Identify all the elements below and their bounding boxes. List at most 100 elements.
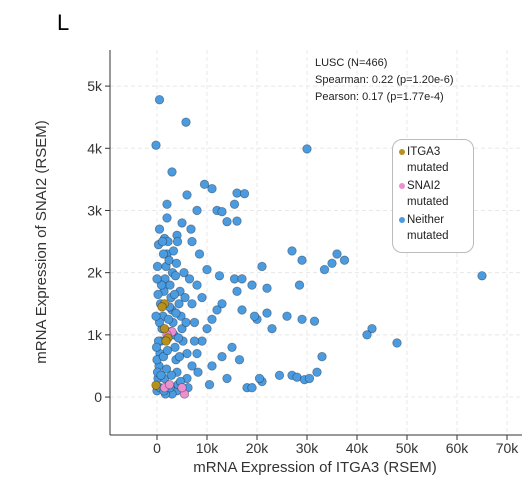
point <box>234 355 245 365</box>
point <box>392 338 402 348</box>
point <box>294 280 305 290</box>
point <box>192 205 202 216</box>
point <box>287 246 297 256</box>
point <box>187 236 197 247</box>
x-tick-label: 30k <box>296 440 320 456</box>
point <box>177 383 187 393</box>
point <box>477 271 487 281</box>
point <box>162 199 172 209</box>
point <box>169 289 180 300</box>
point <box>282 311 292 321</box>
point <box>193 367 203 377</box>
point <box>152 274 162 284</box>
point <box>227 342 237 353</box>
point <box>297 314 307 325</box>
point <box>168 246 179 256</box>
panel-label: L <box>57 10 69 35</box>
point <box>189 317 200 328</box>
point <box>170 342 180 353</box>
point <box>158 351 169 362</box>
point <box>171 308 181 318</box>
point <box>181 317 191 328</box>
point <box>179 267 189 278</box>
y-tick-label: 2k <box>87 265 103 281</box>
legend-label: Neither mutated <box>407 214 449 242</box>
point <box>327 258 337 269</box>
point <box>212 305 222 315</box>
x-tick-label: 10k <box>196 440 220 456</box>
point <box>163 314 174 325</box>
point <box>177 323 187 334</box>
point <box>166 370 177 380</box>
point <box>362 330 372 340</box>
point <box>222 373 232 384</box>
legend-marker <box>399 217 405 223</box>
point <box>187 299 197 309</box>
y-tick-label: 0 <box>94 389 102 405</box>
point <box>339 255 350 265</box>
point <box>312 367 322 377</box>
point <box>177 218 187 228</box>
point <box>181 117 191 127</box>
point <box>232 286 242 297</box>
point <box>162 345 173 356</box>
y-axis-label: mRNA Expression of SNAI2 (RSEM) <box>33 120 50 363</box>
point <box>367 323 377 334</box>
point <box>172 236 183 247</box>
point <box>304 373 315 384</box>
point <box>151 311 161 321</box>
y-tick-label: 4k <box>87 140 103 156</box>
point <box>157 302 167 312</box>
point <box>192 280 202 290</box>
point <box>180 292 190 303</box>
point <box>182 348 192 359</box>
x-tick-label: 70k <box>496 440 520 456</box>
point <box>158 249 169 259</box>
point <box>257 261 267 272</box>
legend-marker <box>399 183 405 189</box>
point <box>217 351 227 362</box>
point <box>232 216 242 226</box>
point <box>222 216 232 227</box>
point <box>202 323 212 334</box>
point <box>151 380 161 390</box>
point <box>167 167 177 177</box>
point <box>173 333 184 343</box>
y-tick-label: 5k <box>87 78 103 94</box>
legend-marker <box>399 149 405 155</box>
point <box>302 144 312 154</box>
point <box>274 370 285 380</box>
point <box>262 283 272 293</box>
point <box>262 308 272 318</box>
point <box>197 292 207 303</box>
point <box>184 274 195 284</box>
legend-label: ITGA3 mutated <box>407 146 449 174</box>
point <box>151 140 161 150</box>
point <box>189 336 200 346</box>
point <box>194 249 205 259</box>
legend: ITGA3 mutated SNAI2 mutated Neither mutate… <box>392 139 474 253</box>
point <box>217 299 227 309</box>
point <box>187 361 197 371</box>
point <box>152 261 163 272</box>
point <box>247 383 257 393</box>
annotation: LUSC (N=466) <box>315 57 387 69</box>
legend-item: ITGA3 mutated <box>399 144 469 176</box>
point <box>157 236 168 247</box>
legend-item: Neither mutated <box>399 212 469 244</box>
point <box>151 342 162 353</box>
point <box>267 323 277 334</box>
point <box>207 183 217 194</box>
point <box>192 348 202 359</box>
point <box>161 364 172 374</box>
point <box>156 280 167 290</box>
x-tick-label: 50k <box>396 440 420 456</box>
point <box>186 224 196 234</box>
x-tick-label: 0 <box>153 440 161 456</box>
point <box>153 289 163 300</box>
point <box>162 213 172 223</box>
point <box>207 361 217 371</box>
point <box>161 336 171 346</box>
point <box>174 351 185 362</box>
